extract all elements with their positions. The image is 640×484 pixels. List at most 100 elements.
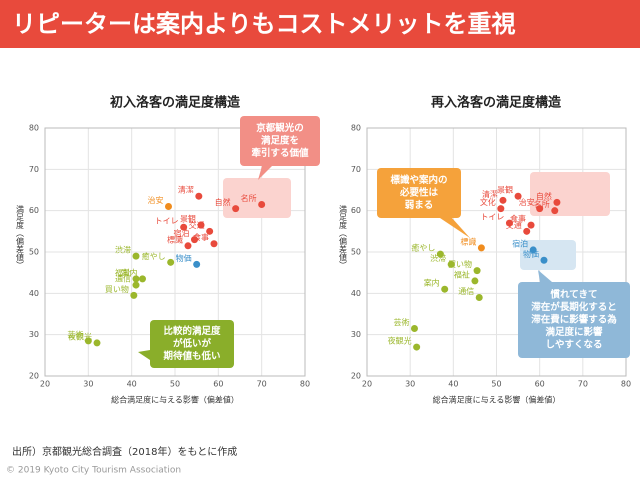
- point-label: 標識: [167, 234, 183, 244]
- y-axis-label: 満足度（偏差値）: [16, 205, 25, 269]
- y-tick-label: 40: [351, 289, 361, 298]
- callout-text: 慣れてきて: [550, 289, 598, 301]
- point: [536, 205, 544, 213]
- point: [413, 343, 421, 351]
- point-label: 福祉: [115, 267, 131, 277]
- point-label: 宿泊: [512, 238, 528, 248]
- point: [132, 275, 140, 283]
- point-label: トイレ: [480, 213, 504, 222]
- x-tick-label: 50: [491, 380, 501, 389]
- point: [441, 285, 449, 293]
- chart-title: 再入洛客の満足度構造: [431, 95, 562, 111]
- callout-text: 満足度を: [261, 135, 299, 147]
- point-label: 名所: [241, 193, 257, 203]
- point: [180, 223, 188, 231]
- point: [436, 250, 444, 258]
- point: [206, 227, 214, 235]
- point-label: 買い物: [448, 259, 472, 269]
- point: [232, 205, 240, 213]
- point: [195, 192, 203, 200]
- y-tick-label: 50: [29, 248, 39, 257]
- point: [197, 221, 205, 229]
- point-label: 芸術: [67, 329, 83, 339]
- point: [130, 291, 138, 299]
- x-tick-label: 60: [535, 380, 545, 389]
- point-label: 案内: [122, 267, 138, 277]
- point-label: 名所: [534, 199, 550, 209]
- point-label: 福祉: [454, 269, 470, 279]
- point-label: 宿泊: [174, 228, 190, 238]
- highlight: [530, 172, 610, 216]
- copyright: © 2019 Kyoto City Tourism Association: [6, 466, 181, 476]
- y-tick-label: 70: [29, 165, 39, 174]
- point-label: 自然: [215, 197, 231, 207]
- callout-text: しやすくなる: [546, 340, 603, 351]
- point: [93, 339, 101, 347]
- point: [471, 277, 479, 285]
- callout-tail: [440, 218, 470, 238]
- x-tick-label: 40: [448, 380, 458, 389]
- point-label: 文化: [480, 197, 496, 207]
- point: [514, 192, 522, 200]
- callout-tail: [538, 270, 552, 282]
- point-label: 物価: [176, 253, 192, 263]
- x-tick-label: 30: [405, 380, 415, 389]
- point-label: 景観: [180, 214, 196, 224]
- x-tick-label: 80: [621, 380, 631, 389]
- point: [139, 275, 146, 283]
- y-tick-label: 20: [351, 372, 361, 381]
- point: [193, 260, 201, 268]
- point-label: 渋滞: [115, 245, 131, 255]
- y-tick-label: 40: [29, 289, 39, 298]
- x-tick-label: 20: [40, 380, 50, 389]
- point: [165, 203, 172, 211]
- point: [477, 244, 485, 252]
- x-tick-label: 70: [578, 380, 588, 389]
- callout-box: [518, 282, 630, 358]
- point: [497, 205, 505, 213]
- x-tick-label: 20: [362, 380, 372, 389]
- x-axis-label: 総合満足度に与える影響（偏差値）: [111, 395, 239, 405]
- point-label: 食事: [510, 214, 526, 224]
- point: [529, 246, 537, 254]
- y-tick-label: 30: [29, 330, 39, 339]
- source: 出所）京都観光総合調査（2018年）をもとに作成: [12, 445, 237, 458]
- point: [523, 227, 531, 235]
- point-label: 交通: [506, 220, 522, 230]
- point: [258, 200, 266, 208]
- point: [473, 267, 481, 275]
- x-tick-label: 60: [213, 380, 223, 389]
- point-label: 案内: [424, 278, 440, 288]
- point: [540, 256, 548, 264]
- y-tick-label: 60: [351, 206, 361, 215]
- point-label: 標識: [460, 236, 476, 246]
- header-title: リピーターは案内よりもコストメリットを重視: [12, 10, 516, 38]
- point-label: 夜観光: [68, 331, 92, 341]
- point-label: 癒やし: [411, 243, 435, 253]
- point: [167, 258, 175, 266]
- x-tick-label: 30: [83, 380, 93, 389]
- callout-text: 滞在が長期化すると: [531, 301, 617, 313]
- point: [551, 207, 559, 215]
- x-tick-label: 70: [257, 380, 267, 389]
- callout-text: 比較的満足度: [163, 325, 221, 337]
- y-tick-label: 70: [351, 165, 361, 174]
- y-tick-label: 80: [29, 124, 39, 133]
- point: [475, 293, 483, 301]
- callout-tail: [258, 166, 272, 180]
- point-label: 芸術: [393, 317, 409, 327]
- point: [191, 236, 198, 244]
- x-tick-label: 80: [300, 380, 310, 389]
- callout-tail: [138, 350, 150, 360]
- point-label: 自然: [536, 191, 552, 201]
- point-label: 清潔: [178, 185, 194, 195]
- chart-title: 初入洛客の満足度構造: [110, 95, 241, 111]
- x-tick-label: 50: [170, 380, 180, 389]
- point-label: 物価: [523, 249, 539, 259]
- callout-text: 弱まる: [405, 199, 434, 211]
- callout-box: [150, 320, 234, 368]
- highlight: [223, 178, 291, 218]
- point: [84, 337, 92, 345]
